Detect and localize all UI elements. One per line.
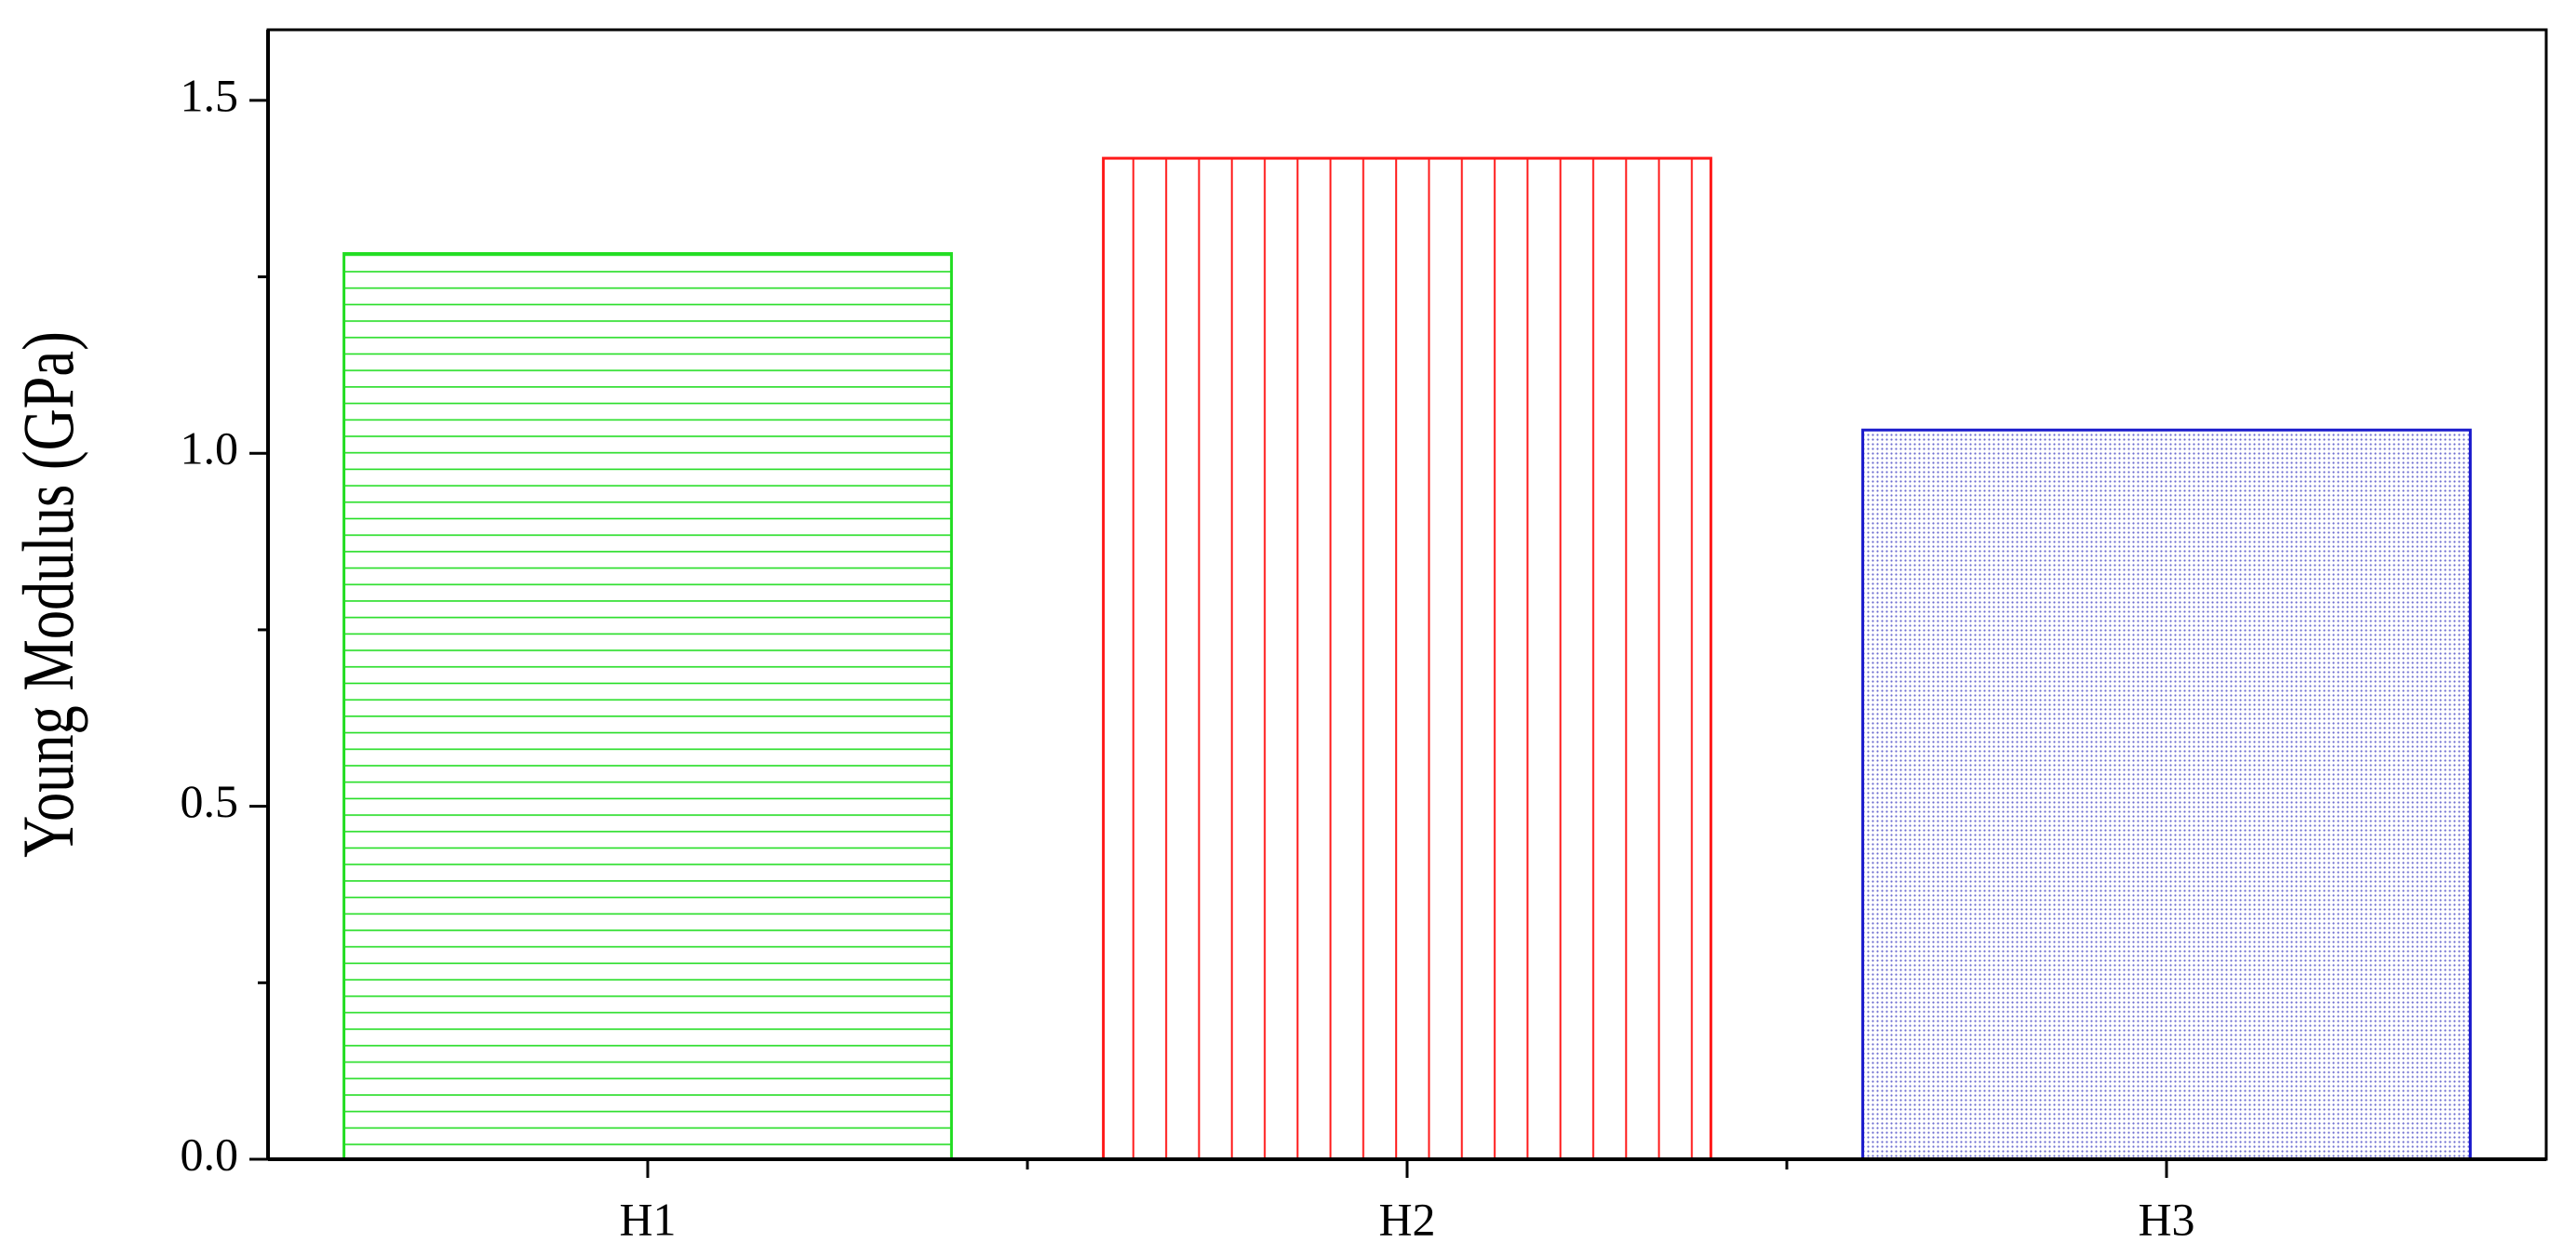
y-tick-label: 1.0 xyxy=(181,422,239,474)
x-tick-label: H1 xyxy=(619,1193,676,1245)
bar xyxy=(342,252,953,1161)
y-axis-label: Young Modulus (GPa) xyxy=(8,331,88,858)
x-tick-label: H2 xyxy=(1378,1193,1435,1245)
bar xyxy=(1102,156,1712,1161)
y-tick-label: 0.0 xyxy=(181,1128,239,1180)
x-tick-label: H3 xyxy=(2138,1193,2194,1245)
bar xyxy=(1861,428,2472,1161)
y-tick-label: 1.5 xyxy=(181,69,239,121)
y-tick-label: 0.5 xyxy=(181,775,239,827)
